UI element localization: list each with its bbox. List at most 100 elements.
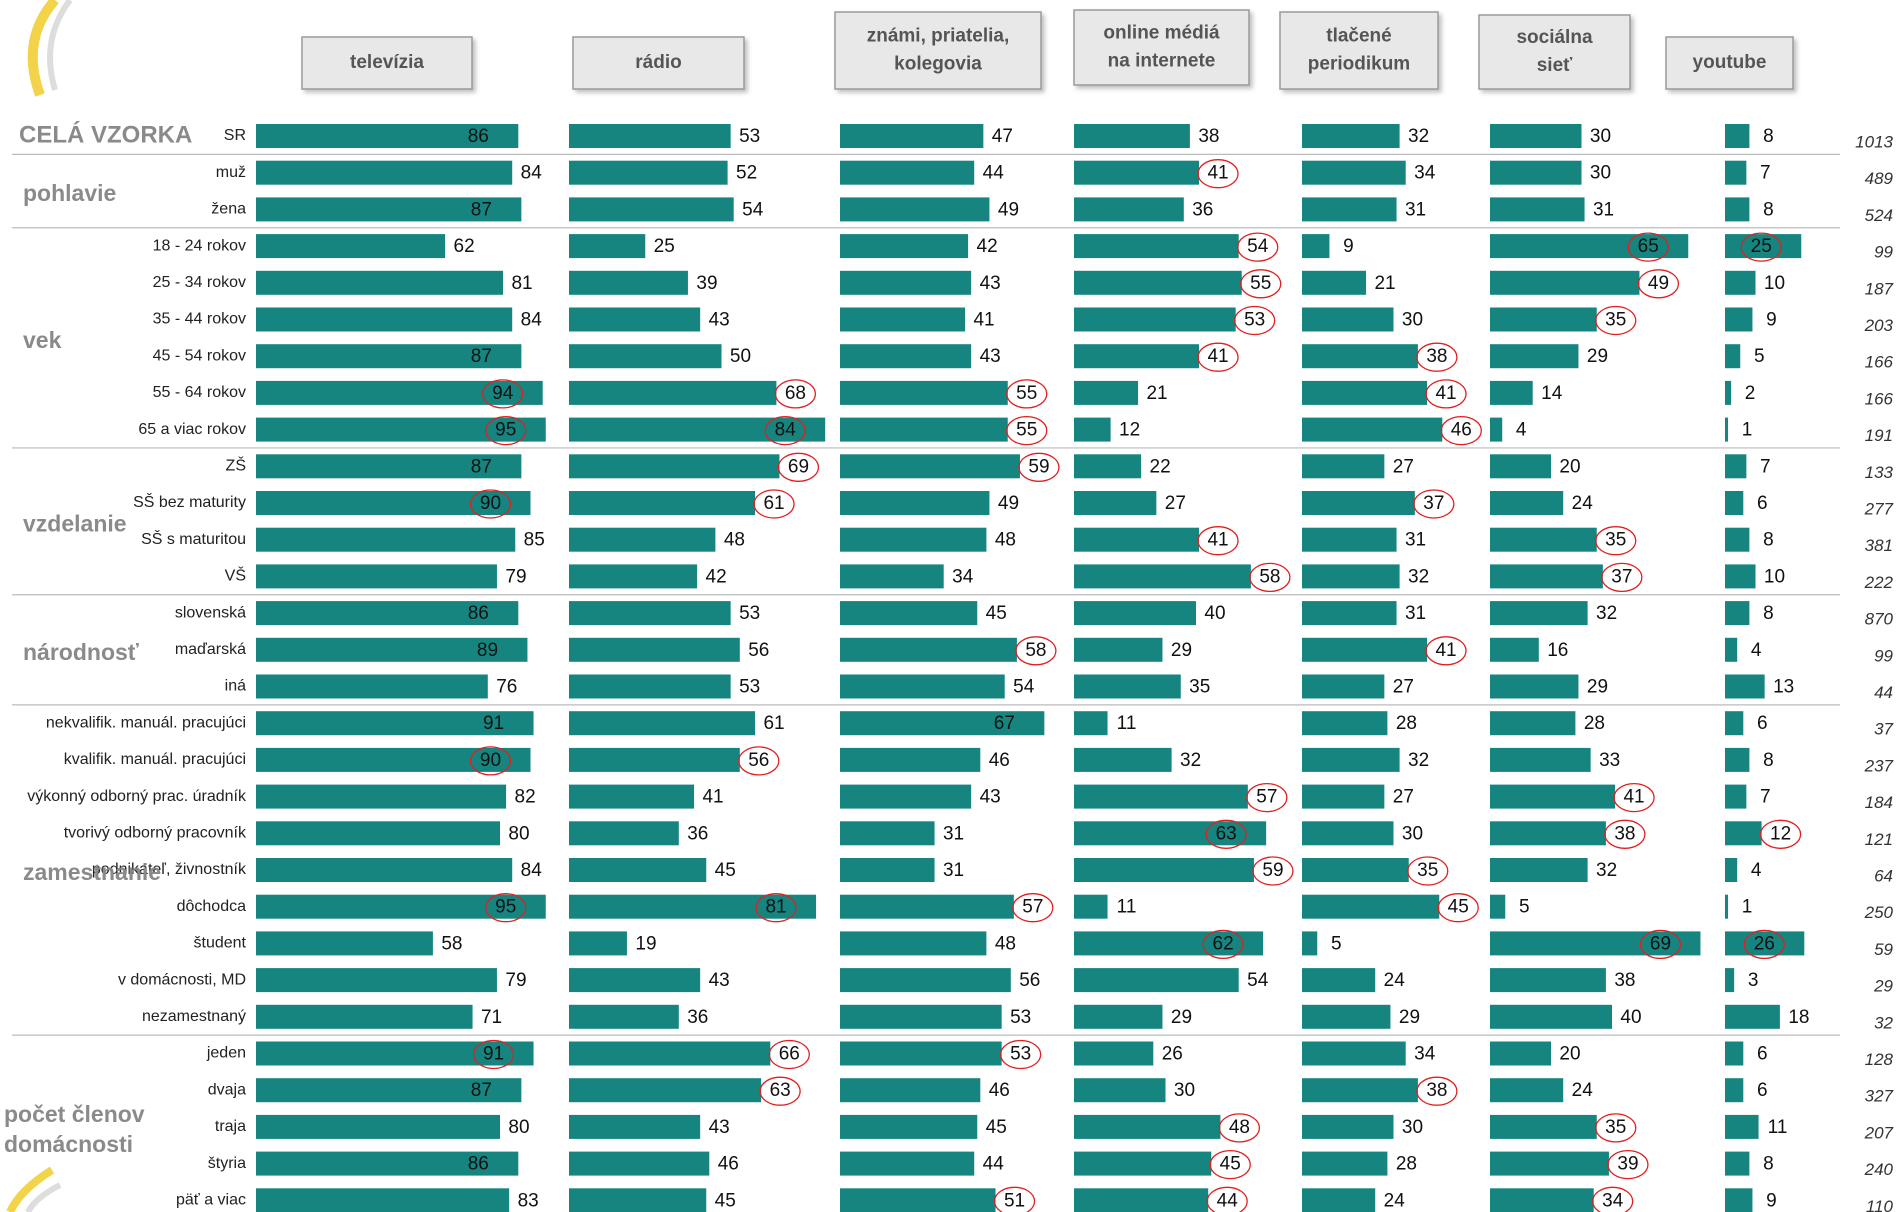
value-label: 86 bbox=[468, 1154, 489, 1175]
value-label: 53 bbox=[739, 677, 760, 698]
value-label: 20 bbox=[1559, 1044, 1580, 1065]
bar bbox=[1725, 1151, 1750, 1176]
sample-size: 240 bbox=[1864, 1160, 1894, 1179]
value-label: 45 bbox=[986, 603, 1007, 624]
value-label: 38 bbox=[1426, 346, 1447, 367]
highlight-circle bbox=[1740, 232, 1782, 262]
highlight-circle bbox=[738, 746, 780, 776]
category-label: 55 - 64 rokov bbox=[153, 384, 246, 401]
value-label: 41 bbox=[1207, 163, 1228, 184]
bar bbox=[569, 1078, 762, 1103]
value-label: 87 bbox=[471, 346, 492, 367]
group-label: CELÁ VZORKA bbox=[19, 120, 192, 148]
bar bbox=[1302, 1151, 1388, 1176]
highlight-circle bbox=[1012, 893, 1054, 923]
bar bbox=[569, 527, 716, 552]
bar bbox=[1074, 1114, 1221, 1139]
bar bbox=[1490, 197, 1585, 222]
value-label: 83 bbox=[518, 1190, 539, 1211]
value-label: 80 bbox=[508, 823, 529, 844]
value-label: 44 bbox=[983, 163, 1005, 184]
category-label: jeden bbox=[206, 1045, 246, 1062]
value-label: 69 bbox=[1650, 933, 1671, 954]
bar bbox=[1074, 821, 1267, 846]
value-label: 25 bbox=[654, 236, 675, 257]
value-label: 50 bbox=[730, 346, 751, 367]
value-label: 8 bbox=[1763, 603, 1774, 624]
bar bbox=[1725, 234, 1802, 259]
value-label: 41 bbox=[1207, 346, 1228, 367]
sample-size: 121 bbox=[1865, 830, 1893, 849]
bar bbox=[840, 234, 969, 259]
value-label: 28 bbox=[1584, 713, 1605, 734]
bar bbox=[256, 784, 507, 809]
value-label: 49 bbox=[998, 199, 1019, 220]
value-label: 6 bbox=[1757, 713, 1768, 734]
bar bbox=[1302, 601, 1397, 626]
highlight-circle bbox=[1197, 342, 1239, 372]
value-label: 41 bbox=[702, 787, 723, 808]
highlight-circle bbox=[1209, 1149, 1251, 1180]
value-label: 91 bbox=[483, 1044, 504, 1065]
value-label: 8 bbox=[1763, 126, 1774, 147]
value-label: 68 bbox=[785, 383, 806, 404]
highlight-circle bbox=[1006, 379, 1048, 409]
header-label: na internete bbox=[1108, 51, 1216, 72]
value-label: 41 bbox=[1435, 383, 1456, 404]
value-label: 86 bbox=[468, 126, 489, 147]
bar bbox=[840, 380, 1008, 405]
header-label: periodikum bbox=[1308, 54, 1410, 75]
bar bbox=[1074, 197, 1184, 222]
value-label: 30 bbox=[1402, 310, 1423, 331]
bar bbox=[1725, 197, 1750, 222]
category-label: nezamestnaný bbox=[142, 1008, 246, 1025]
highlight-circle bbox=[1592, 1186, 1634, 1212]
bar bbox=[256, 491, 531, 515]
bar bbox=[1074, 968, 1239, 993]
highlight-circle bbox=[1197, 526, 1239, 556]
value-label: 81 bbox=[765, 897, 786, 918]
category-label: päť a viac bbox=[176, 1192, 246, 1209]
bar bbox=[1490, 1078, 1564, 1103]
value-label: 25 bbox=[1751, 236, 1772, 257]
bar bbox=[1490, 637, 1539, 662]
header-box bbox=[1665, 36, 1794, 90]
highlight-circle bbox=[1437, 893, 1479, 923]
bar bbox=[256, 968, 497, 993]
value-label: 41 bbox=[1435, 640, 1456, 661]
bar bbox=[840, 931, 987, 956]
category-label: nekvalifik. manuál. pracujúci bbox=[46, 714, 246, 731]
bar bbox=[840, 527, 987, 552]
bar bbox=[840, 307, 966, 332]
value-label: 71 bbox=[481, 1007, 502, 1028]
bar bbox=[1490, 160, 1582, 185]
bar bbox=[1302, 747, 1400, 772]
category-label: študent bbox=[194, 935, 247, 952]
value-label: 54 bbox=[1247, 970, 1269, 991]
category-label: 25 - 34 rokov bbox=[153, 274, 246, 291]
bar bbox=[1725, 637, 1738, 662]
highlight-circle bbox=[1218, 1113, 1261, 1143]
highlight-circle bbox=[1407, 856, 1449, 886]
bar bbox=[1074, 601, 1196, 626]
highlight-circle bbox=[1595, 1113, 1637, 1143]
value-label: 13 bbox=[1773, 677, 1794, 698]
bar bbox=[1725, 711, 1744, 736]
category-label: VŠ bbox=[225, 566, 246, 585]
value-label: 46 bbox=[989, 750, 1010, 771]
value-label: 58 bbox=[1025, 640, 1046, 661]
bar bbox=[256, 601, 519, 626]
sample-size: 29 bbox=[1873, 977, 1893, 996]
header-label: sociálna bbox=[1516, 27, 1592, 48]
bar bbox=[1302, 1004, 1391, 1029]
bar bbox=[840, 601, 978, 626]
highlight-circle bbox=[1613, 782, 1655, 813]
value-label: 32 bbox=[1596, 860, 1617, 881]
bar bbox=[1074, 380, 1139, 405]
value-label: 41 bbox=[973, 310, 994, 331]
bar bbox=[569, 894, 817, 919]
value-label: 56 bbox=[748, 750, 769, 771]
bar bbox=[1302, 894, 1440, 919]
bar bbox=[256, 1114, 500, 1139]
value-label: 44 bbox=[983, 1154, 1005, 1175]
